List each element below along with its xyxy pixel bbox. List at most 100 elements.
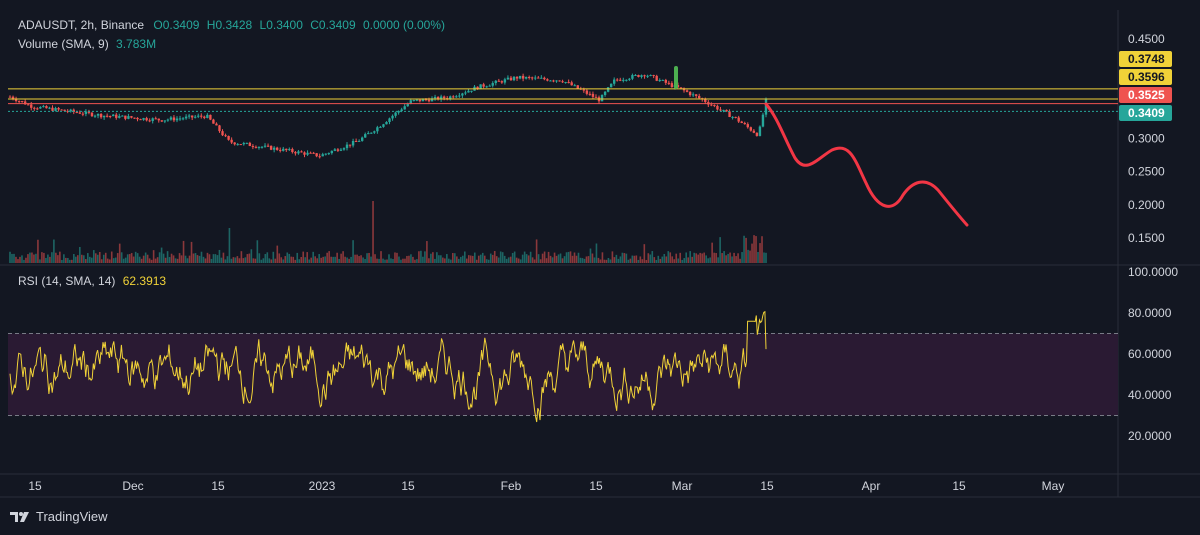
volume-bar [563, 256, 566, 263]
volume-bar [316, 258, 318, 263]
level-tag-label: 0.3748 [1128, 52, 1165, 66]
volume-bar [679, 252, 682, 263]
candle-body [294, 152, 297, 154]
volume-bar [274, 258, 277, 263]
volume-bar [71, 259, 73, 263]
candle-body [403, 106, 406, 110]
volume-bar [256, 240, 259, 263]
volume-bar [236, 256, 239, 263]
volume-bar [667, 251, 670, 263]
volume-label[interactable]: Volume (SMA, 9) [18, 37, 109, 51]
volume-bar [230, 258, 233, 263]
candle-body [370, 132, 373, 134]
volume-bar [595, 243, 598, 263]
candle-body [658, 80, 661, 82]
volume-bar [501, 252, 504, 263]
volume-bar [132, 256, 135, 263]
volume-bar [477, 255, 480, 263]
candle-body [388, 118, 391, 123]
volume-bar [757, 251, 759, 263]
price-levels [8, 88, 1118, 112]
candle-body [96, 114, 100, 116]
volume-bar [11, 253, 13, 263]
candle-body [63, 109, 66, 111]
volume-bar [454, 253, 456, 263]
candle-body [737, 117, 740, 122]
volume-bar [456, 256, 458, 263]
projection-drawing[interactable] [764, 102, 969, 227]
candle-body [728, 111, 731, 117]
volume-bar [23, 259, 25, 263]
volume-bar [697, 254, 699, 263]
candle-body [503, 79, 507, 83]
volume-bar [182, 240, 185, 263]
axis-labels: 0.4500 0.3000 0.2500 0.2000 0.1500 100.0000 80… [28, 32, 1178, 493]
volume-bar [388, 254, 390, 263]
time-tick-label: Mar [672, 479, 693, 493]
candle-body [102, 115, 106, 118]
volume-bar [282, 259, 285, 263]
candle-body [455, 96, 458, 98]
volume-bar [278, 253, 281, 263]
volume-bar [561, 258, 564, 263]
candle-body [609, 83, 613, 88]
volume-bar [428, 258, 430, 263]
time-tick-label: 2023 [309, 479, 336, 493]
volume-bar [448, 258, 450, 263]
candle-body [269, 145, 273, 150]
candle-body [576, 85, 579, 89]
volume-bar [280, 257, 283, 263]
candle-body [148, 120, 151, 122]
volume-bar [152, 250, 155, 263]
candle-body [400, 109, 403, 112]
volume-bar [190, 241, 193, 263]
volume-bar [394, 252, 396, 263]
candle-body [209, 114, 212, 120]
volume-bar [306, 252, 309, 263]
rsi-label[interactable]: RSI (14, SMA, 14) [18, 274, 116, 288]
volume-bar [450, 259, 452, 263]
candle-body [360, 137, 364, 141]
candle-body [543, 77, 546, 80]
candle-body [200, 115, 203, 117]
volume-bar [45, 257, 47, 263]
volume-bar [727, 253, 729, 263]
volume-bar [467, 255, 470, 263]
volume-bar [507, 257, 510, 263]
volume-bar [465, 258, 468, 263]
volume-bar [372, 201, 374, 263]
candle-body [491, 83, 494, 86]
volume-bar [709, 257, 711, 263]
volume-bar [663, 253, 666, 263]
volume-bar [31, 252, 33, 263]
volume-bar [485, 259, 488, 263]
volume-bar [675, 253, 678, 263]
volume-bar [651, 251, 654, 263]
volume-bar [659, 258, 662, 263]
candle-body [11, 96, 15, 100]
tradingview-branding[interactable]: TradingView [10, 509, 108, 524]
volume-bar [567, 251, 570, 263]
volume-bar [148, 258, 151, 263]
candle-body [619, 79, 622, 81]
symbol-label[interactable]: ADAUSDT, 2h, Binance [18, 18, 145, 32]
volume-bar [180, 255, 183, 263]
volume-bar [184, 255, 187, 263]
volume-bar [541, 253, 544, 263]
volume-bar [126, 254, 129, 263]
candle-body [348, 144, 352, 146]
volume-bar [81, 254, 83, 263]
volume-bar [224, 259, 227, 263]
candle-body [600, 94, 604, 102]
candle-body [327, 153, 330, 155]
volume-bar [47, 254, 49, 263]
candle-body [318, 156, 321, 158]
candle-body [591, 93, 595, 97]
candle-body [643, 75, 646, 77]
candle-body [87, 111, 91, 113]
volume-bar [118, 243, 121, 263]
volume-bar [452, 253, 454, 263]
candle-body [14, 99, 18, 102]
volume-bar [84, 259, 87, 263]
